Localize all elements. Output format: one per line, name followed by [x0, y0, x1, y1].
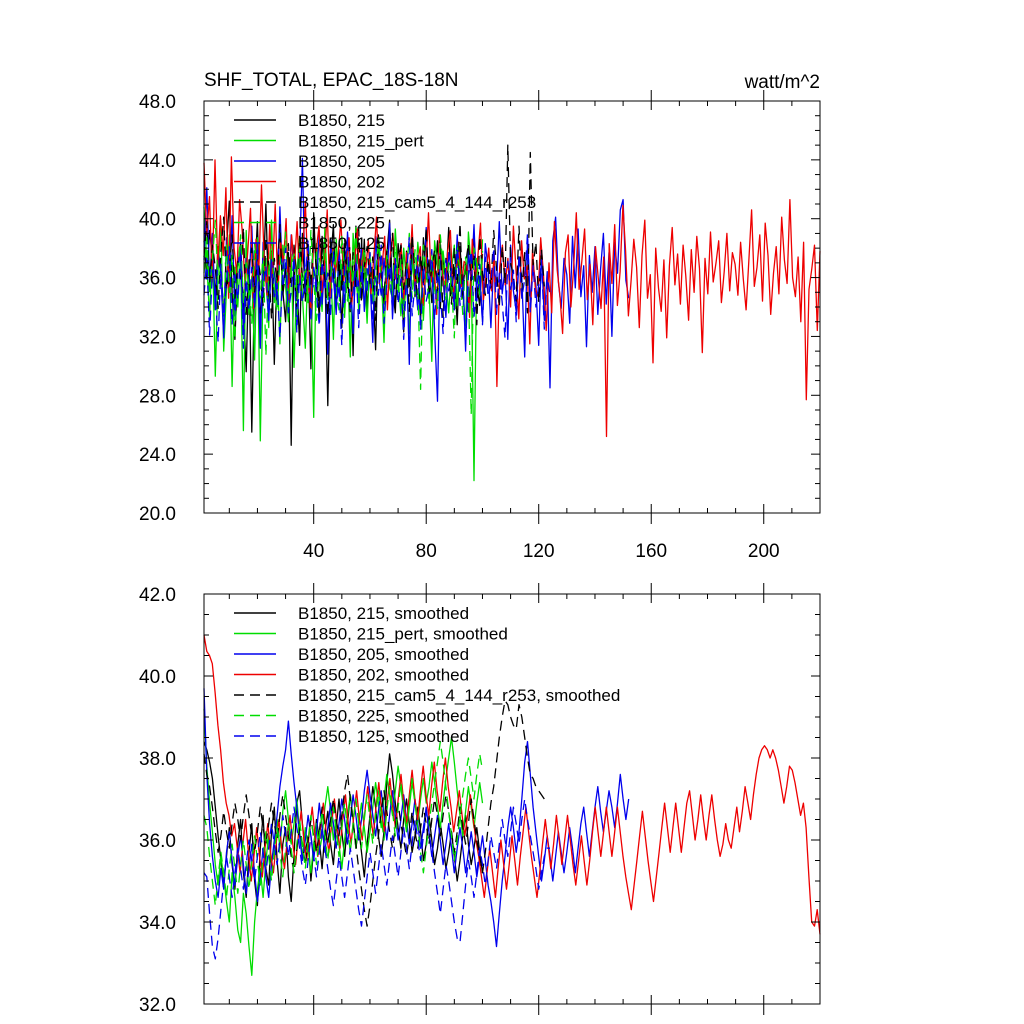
bottom-series-layer	[203, 634, 821, 976]
bottom-series-line-0	[203, 741, 484, 907]
bottom-legend-label-1: B1850, 215_pert, smoothed	[298, 625, 508, 644]
bottom-legend-label-0: B1850, 215, smoothed	[298, 604, 469, 623]
top-ytick-label: 20.0	[139, 504, 176, 525]
top-legend-label-2: B1850, 205	[298, 152, 385, 171]
top-series-line-4	[203, 144, 545, 326]
bottom-series-line-1	[203, 708, 484, 976]
bottom-legend-label-5: B1850, 225, smoothed	[298, 707, 469, 726]
bottom-ytick-label: 32.0	[139, 995, 176, 1016]
bottom-legend-label-6: B1850, 125, smoothed	[298, 727, 469, 746]
top-legend-label-5: B1850, 225	[298, 214, 385, 233]
top-xtick-label: 120	[523, 541, 555, 562]
bottom-ytick-label: 36.0	[139, 831, 176, 852]
top-units-label: watt/m^2	[744, 72, 820, 93]
bottom-ytick-label: 42.0	[139, 585, 176, 606]
top-series-line-5	[203, 219, 484, 416]
bottom-ytick-label: 38.0	[139, 749, 176, 770]
top-series-layer	[203, 144, 821, 482]
top-chart-title: SHF_TOTAL, EPAC_18S-18N	[204, 70, 459, 91]
bottom-series-line-3	[203, 634, 821, 935]
bottom-legend-label-4: B1850, 215_cam5_4_144_r253, smoothed	[298, 686, 620, 705]
bottom-chart: 32.0 34.0 36.0 38.0 40.0 42.0 B1850, 215, smo…	[139, 583, 821, 1016]
bottom-ticks-layer: 32.0 34.0 36.0 38.0 40.0 42.0	[139, 583, 821, 1016]
top-legend-label-3: B1850, 202	[298, 173, 385, 192]
bottom-series-line-6	[203, 798, 550, 960]
bottom-series-line-5	[203, 740, 484, 907]
top-xtick-label: 40	[303, 541, 324, 562]
top-ticks-layer: 20.0 24.0 28.0 32.0 36.0 40.0 44.0 48.0 40 80 120 1…	[139, 90, 821, 562]
top-legend-label-4: B1850, 215_cam5_4_144_r253	[298, 193, 536, 212]
bottom-legend: B1850, 215, smoothed B1850, 215_pert, smo…	[234, 604, 620, 746]
top-ytick-label: 40.0	[139, 210, 176, 231]
top-ytick-label: 24.0	[139, 445, 176, 466]
top-ytick-label: 44.0	[139, 151, 176, 172]
bottom-legend-label-2: B1850, 205, smoothed	[298, 645, 469, 664]
bottom-ytick-label: 34.0	[139, 913, 176, 934]
bottom-legend-label-3: B1850, 202, smoothed	[298, 666, 469, 685]
top-ytick-label: 36.0	[139, 269, 176, 290]
bottom-series-line-4	[203, 699, 545, 927]
top-chart: 20.0 24.0 28.0 32.0 36.0 40.0 44.0 48.0 40 80 120 1…	[139, 70, 821, 562]
top-legend-label-1: B1850, 215_pert	[298, 132, 424, 151]
top-xtick-label: 80	[416, 541, 437, 562]
top-legend-label-6: B1850, 125	[298, 234, 385, 253]
top-xtick-label: 200	[748, 541, 780, 562]
top-ytick-label: 28.0	[139, 386, 176, 407]
top-legend-label-0: B1850, 215	[298, 111, 385, 130]
top-ytick-label: 48.0	[139, 92, 176, 113]
top-xtick-label: 160	[635, 541, 667, 562]
bottom-ytick-label: 40.0	[139, 667, 176, 688]
top-series-line-6	[203, 232, 551, 349]
top-ytick-label: 32.0	[139, 327, 176, 348]
